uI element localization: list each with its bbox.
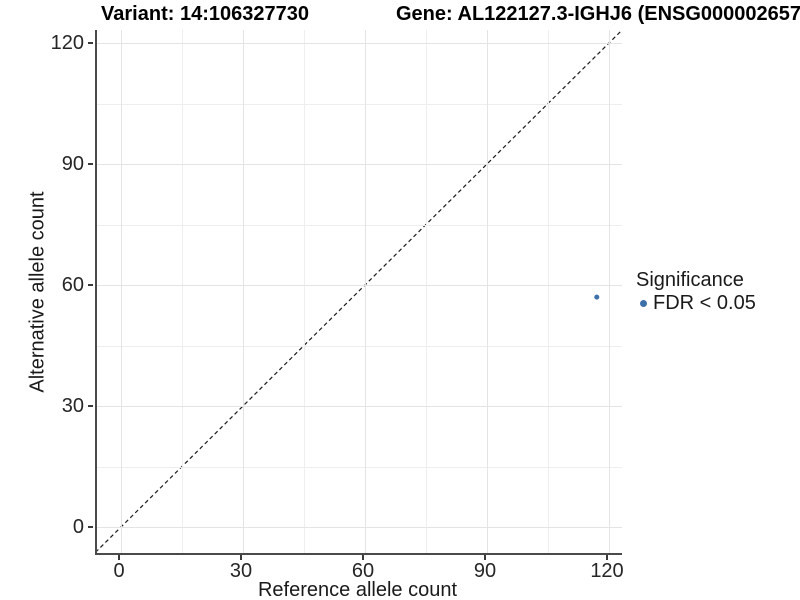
x-axis-title: Reference allele count xyxy=(257,579,457,600)
plot-panel xyxy=(95,30,622,555)
grid-minor-horizontal xyxy=(97,466,622,468)
grid-major-horizontal xyxy=(97,527,622,528)
grid-major-horizontal xyxy=(97,43,622,44)
y-tick-mark xyxy=(88,284,93,286)
points-layer xyxy=(594,294,600,300)
grid-minor-vertical xyxy=(548,30,549,553)
legend-title: Significance xyxy=(636,269,744,291)
grid-major-horizontal xyxy=(97,406,622,407)
x-tick-label: 90 xyxy=(473,560,497,582)
x-tick-label: 60 xyxy=(351,560,375,582)
legend-item-fdr: FDR < 0.05 xyxy=(636,293,756,313)
grid-major-vertical xyxy=(121,30,122,553)
x-tick-mark xyxy=(118,555,120,560)
identity-line xyxy=(97,30,622,552)
y-tick-label: 0 xyxy=(72,516,84,538)
x-tick-mark xyxy=(240,555,242,560)
grid-minor-horizontal xyxy=(97,103,622,105)
x-tick-label: 120 xyxy=(590,560,624,582)
y-tick-mark xyxy=(88,526,93,528)
x-tick-mark xyxy=(606,555,608,560)
grid-major-vertical xyxy=(609,30,610,553)
data-point xyxy=(594,294,600,300)
y-tick-mark xyxy=(88,163,93,165)
grid-major-horizontal xyxy=(97,285,622,286)
grid-minor-horizontal xyxy=(97,345,622,347)
x-tick-label: 30 xyxy=(229,560,253,582)
grid-minor-vertical xyxy=(426,30,427,553)
grid-minor-vertical xyxy=(182,30,183,553)
legend-item-label: FDR < 0.05 xyxy=(653,292,756,314)
grid-minor-horizontal xyxy=(97,224,622,226)
y-tick-mark xyxy=(88,42,93,44)
grid-major-horizontal xyxy=(97,164,622,165)
grid-major-vertical xyxy=(365,30,366,553)
gene-title: Gene: AL122127.3-IGHJ6 (ENSG0000026571 xyxy=(396,3,800,25)
variant-title: Variant: 14:106327730 xyxy=(101,3,309,25)
y-tick-label: 90 xyxy=(61,153,84,175)
grid-major-vertical xyxy=(243,30,244,553)
y-tick-label: 30 xyxy=(61,395,84,417)
y-tick-label: 60 xyxy=(61,274,84,296)
grid-minor-vertical xyxy=(304,30,305,553)
x-tick-label: 0 xyxy=(113,560,125,582)
legend-point-icon xyxy=(640,299,647,307)
x-tick-mark xyxy=(362,555,364,560)
y-tick-mark xyxy=(88,405,93,407)
grid-major-vertical xyxy=(487,30,488,553)
x-tick-mark xyxy=(484,555,486,560)
plot-canvas xyxy=(97,30,622,552)
y-tick-label: 120 xyxy=(50,32,84,54)
legend: Significance FDR < 0.05 xyxy=(636,270,756,313)
